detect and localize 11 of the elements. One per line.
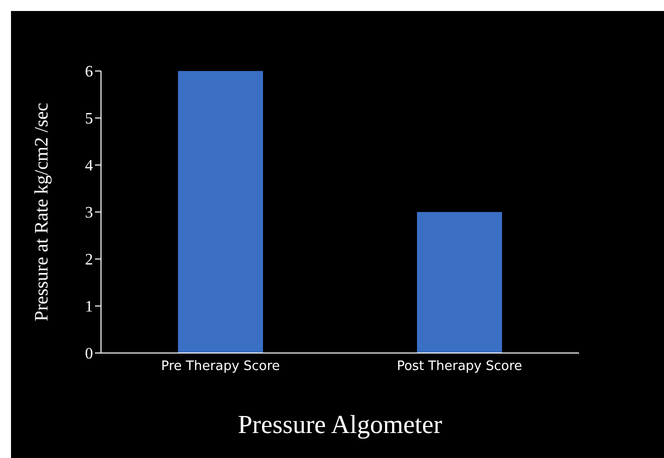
y-tick-label: 1 — [85, 298, 93, 316]
y-tick-label: 6 — [85, 64, 93, 81]
y-tick-label: 5 — [85, 110, 93, 128]
x-tick-label: Post Therapy Score — [396, 359, 522, 374]
y-tick-label: 0 — [85, 346, 93, 363]
x-axis-title: Pressure Algometer — [238, 410, 443, 439]
y-tick-label: 3 — [85, 204, 93, 222]
y-tick-label: 2 — [85, 252, 93, 269]
y-axis-title: Pressure at Rate kg/cm2 /sec — [32, 102, 53, 322]
y-tick-label: 4 — [85, 158, 93, 175]
x-tick-label: Pre Therapy Score — [161, 359, 280, 374]
